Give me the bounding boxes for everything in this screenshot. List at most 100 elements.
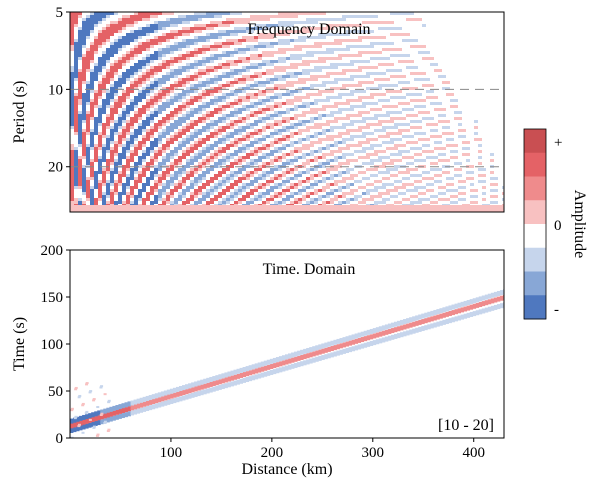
heatmap-cell bbox=[138, 189, 142, 192]
noise-cell bbox=[100, 412, 104, 415]
band-cell bbox=[136, 398, 141, 404]
heatmap-cell bbox=[74, 114, 78, 117]
heatmap-cell bbox=[182, 183, 186, 186]
heatmap-cell bbox=[130, 186, 134, 189]
heatmap-cell bbox=[206, 12, 210, 15]
band-cell bbox=[309, 347, 313, 353]
heatmap-cell bbox=[86, 159, 90, 162]
heatmap-cell bbox=[118, 84, 122, 87]
heatmap-cell bbox=[146, 84, 150, 87]
heatmap-cell bbox=[70, 123, 74, 126]
heatmap-cell bbox=[210, 168, 214, 171]
heatmap-cell bbox=[398, 69, 402, 72]
heatmap-cell bbox=[214, 183, 218, 186]
heatmap-cell bbox=[278, 15, 282, 18]
heatmap-cell bbox=[90, 15, 94, 18]
heatmap-cell bbox=[122, 15, 126, 18]
heatmap-cell bbox=[130, 171, 134, 174]
heatmap-cell bbox=[154, 195, 158, 198]
band-cell bbox=[166, 389, 171, 395]
heatmap-cell bbox=[186, 63, 190, 66]
heatmap-cell bbox=[194, 111, 198, 114]
heatmap-cell bbox=[142, 96, 146, 99]
heatmap-cell bbox=[218, 180, 222, 183]
band-cell bbox=[378, 338, 383, 344]
heatmap-cell bbox=[158, 12, 162, 15]
heatmap-cell bbox=[190, 126, 194, 129]
heatmap-cell bbox=[166, 201, 170, 204]
heatmap-cell bbox=[282, 156, 286, 159]
heatmap-cell bbox=[390, 117, 394, 120]
heatmap-cell bbox=[230, 192, 234, 195]
heatmap-cell bbox=[258, 129, 262, 132]
heatmap-cell bbox=[186, 27, 190, 30]
band-cell bbox=[227, 382, 231, 388]
heatmap-cell bbox=[254, 18, 258, 21]
heatmap-cell bbox=[170, 162, 174, 165]
heatmap-cell bbox=[98, 159, 102, 162]
heatmap-cell bbox=[390, 183, 394, 186]
heatmap-cell bbox=[198, 132, 202, 135]
heatmap-cell bbox=[126, 108, 130, 111]
heatmap-cell bbox=[86, 153, 90, 156]
heatmap-cell bbox=[146, 33, 150, 36]
heatmap-cell bbox=[326, 138, 330, 141]
heatmap-cell bbox=[302, 87, 306, 90]
heatmap-cell bbox=[126, 156, 130, 159]
heatmap-cell bbox=[346, 69, 350, 72]
heatmap-cell bbox=[330, 33, 334, 36]
heatmap-cell bbox=[338, 195, 342, 198]
band-cell bbox=[106, 417, 110, 423]
heatmap-cell bbox=[266, 72, 270, 75]
heatmap-cell bbox=[302, 36, 306, 39]
heatmap-cell bbox=[82, 36, 86, 39]
heatmap-cell bbox=[378, 57, 382, 60]
heatmap-cell bbox=[478, 156, 482, 159]
heatmap-cell bbox=[114, 84, 118, 87]
band-cell bbox=[406, 323, 410, 329]
heatmap-cell bbox=[306, 87, 310, 90]
heatmap-cell bbox=[282, 30, 286, 33]
heatmap-cell bbox=[134, 96, 138, 99]
heatmap-cell bbox=[286, 177, 290, 180]
heatmap-cell bbox=[114, 168, 118, 171]
heatmap-cell bbox=[254, 138, 258, 141]
heatmap-cell bbox=[174, 96, 178, 99]
heatmap-cell bbox=[146, 75, 150, 78]
heatmap-cell bbox=[250, 15, 254, 18]
heatmap-cell bbox=[202, 195, 206, 198]
heatmap-cell bbox=[194, 63, 198, 66]
heatmap-cell bbox=[242, 150, 246, 153]
heatmap-cell bbox=[118, 87, 122, 90]
heatmap-cell bbox=[350, 75, 354, 78]
heatmap-cell bbox=[194, 129, 198, 132]
heatmap-cell bbox=[338, 54, 342, 57]
heatmap-cell bbox=[450, 105, 454, 108]
heatmap-cell bbox=[258, 138, 262, 141]
heatmap-cell bbox=[382, 120, 386, 123]
heatmap-cell bbox=[190, 54, 194, 57]
heatmap-cell bbox=[302, 180, 306, 183]
heatmap-cell bbox=[118, 177, 122, 180]
heatmap-cell bbox=[174, 174, 178, 177]
heatmap-cell bbox=[278, 159, 282, 162]
heatmap-cell bbox=[330, 174, 334, 177]
heatmap-cell bbox=[390, 189, 394, 192]
heatmap-cell bbox=[362, 192, 366, 195]
heatmap-cell bbox=[318, 117, 322, 120]
heatmap-cell bbox=[318, 165, 322, 168]
heatmap-cell bbox=[138, 63, 142, 66]
heatmap-cell bbox=[438, 192, 442, 195]
heatmap-cell bbox=[122, 39, 126, 42]
heatmap-cell bbox=[286, 195, 290, 198]
heatmap-cell bbox=[126, 174, 130, 177]
heatmap-cell bbox=[74, 111, 78, 114]
heatmap-cell bbox=[182, 15, 186, 18]
heatmap-cell bbox=[90, 69, 94, 72]
heatmap-cell bbox=[362, 198, 366, 201]
heatmap-cell bbox=[322, 132, 326, 135]
heatmap-cell bbox=[102, 102, 106, 105]
heatmap-cell bbox=[386, 78, 390, 81]
heatmap-cell bbox=[154, 153, 158, 156]
heatmap-cell bbox=[106, 138, 110, 141]
